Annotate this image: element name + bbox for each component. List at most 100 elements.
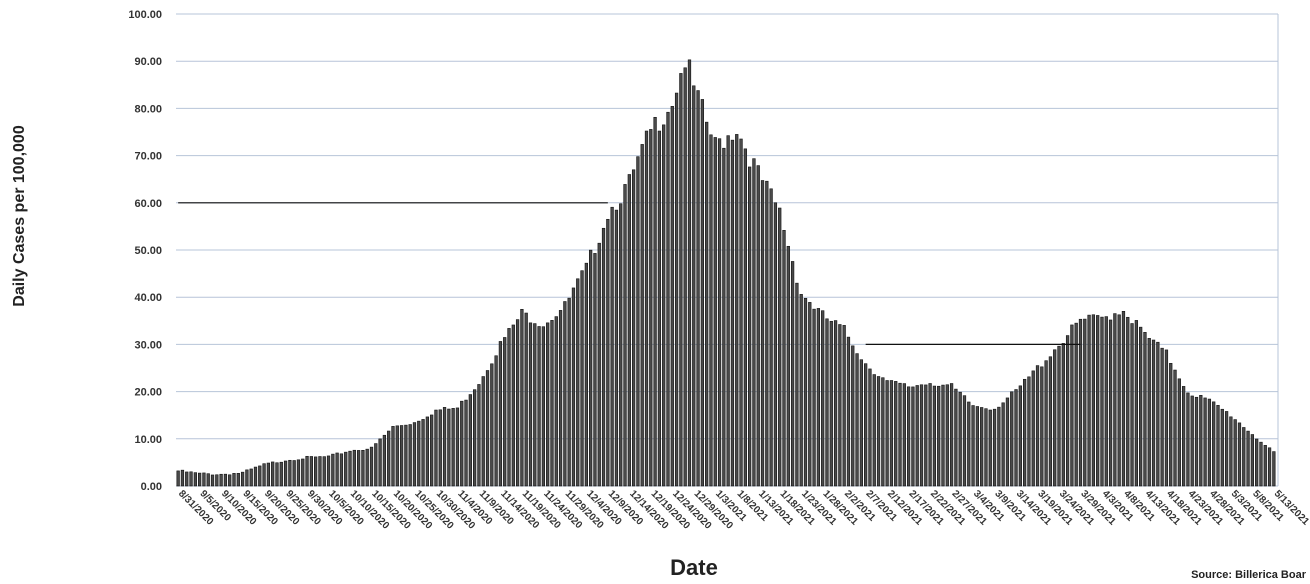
bar xyxy=(356,450,361,487)
bar xyxy=(361,449,365,487)
bar xyxy=(838,324,842,487)
bar xyxy=(619,203,623,487)
bar xyxy=(236,473,240,487)
bar xyxy=(584,262,588,487)
bar xyxy=(266,462,271,487)
bar xyxy=(176,470,180,487)
bar xyxy=(705,121,709,487)
bar xyxy=(864,363,868,487)
bar xyxy=(1104,316,1108,487)
bar xyxy=(760,180,765,487)
bar xyxy=(692,85,696,487)
bar xyxy=(301,458,305,487)
bar xyxy=(859,359,863,487)
bar xyxy=(833,320,838,487)
bar xyxy=(262,463,266,487)
bar xyxy=(717,138,722,487)
bar xyxy=(468,394,472,487)
bar xyxy=(206,473,210,487)
bar xyxy=(975,406,979,487)
bar xyxy=(399,425,404,487)
bar xyxy=(232,473,236,487)
bar xyxy=(288,459,292,487)
bar xyxy=(412,422,417,487)
bar xyxy=(1267,447,1272,487)
bar xyxy=(623,184,627,487)
y-tick-label: 70.00 xyxy=(134,151,162,163)
bar xyxy=(1083,318,1087,487)
bar xyxy=(498,341,503,487)
bar xyxy=(1263,445,1267,487)
bar xyxy=(1023,378,1027,487)
bar xyxy=(442,407,447,487)
bar xyxy=(185,471,189,487)
reference-lines xyxy=(178,202,1081,345)
bar xyxy=(455,407,460,487)
bar xyxy=(756,165,760,487)
bar xyxy=(1186,392,1190,487)
bar xyxy=(558,310,563,487)
bar xyxy=(571,287,576,487)
bar xyxy=(1053,349,1057,487)
bar xyxy=(627,174,631,487)
bar xyxy=(554,316,558,487)
bar xyxy=(279,461,283,487)
bar xyxy=(1246,430,1250,487)
bar xyxy=(631,169,636,487)
bar xyxy=(748,166,752,487)
bar xyxy=(490,363,494,487)
bar xyxy=(949,383,954,487)
bar xyxy=(520,308,524,487)
bar xyxy=(773,202,778,487)
bar xyxy=(1040,366,1044,487)
bar xyxy=(971,405,975,487)
bar xyxy=(1010,391,1014,487)
bar xyxy=(314,456,318,487)
bar xyxy=(988,409,992,487)
bar xyxy=(1151,339,1156,487)
bar xyxy=(275,462,279,487)
bar xyxy=(537,326,541,487)
bar xyxy=(1018,385,1022,487)
bar xyxy=(567,297,571,487)
bar xyxy=(1108,319,1113,487)
bar xyxy=(1027,376,1031,487)
bar xyxy=(601,227,606,487)
bar xyxy=(906,386,911,487)
bar xyxy=(872,374,876,487)
bar xyxy=(425,416,429,487)
bar xyxy=(790,261,795,487)
bar xyxy=(954,388,958,487)
y-tick-label: 40.00 xyxy=(134,292,162,304)
bar xyxy=(1070,324,1074,487)
bar xyxy=(889,380,894,487)
bar xyxy=(846,336,851,487)
bar xyxy=(1181,386,1186,487)
bar xyxy=(696,90,700,487)
bar xyxy=(1259,441,1263,487)
bar xyxy=(980,407,984,487)
bar xyxy=(391,426,395,487)
bar xyxy=(369,446,374,487)
bar xyxy=(1096,315,1100,487)
bar xyxy=(271,461,275,487)
bar xyxy=(1194,396,1199,487)
bar xyxy=(1100,316,1104,487)
bar xyxy=(1233,419,1237,487)
bar xyxy=(932,385,937,487)
bar xyxy=(1156,341,1160,487)
bar xyxy=(348,450,352,487)
bar xyxy=(365,448,369,487)
bar xyxy=(318,456,322,487)
bar xyxy=(739,138,743,487)
bar xyxy=(713,137,717,487)
bar xyxy=(387,430,391,487)
bar xyxy=(219,473,223,487)
bar xyxy=(842,325,846,487)
bar xyxy=(683,67,687,487)
bar xyxy=(198,472,202,487)
bar xyxy=(1130,323,1134,487)
bar xyxy=(657,130,662,487)
bar xyxy=(928,383,932,487)
bar xyxy=(421,419,425,487)
